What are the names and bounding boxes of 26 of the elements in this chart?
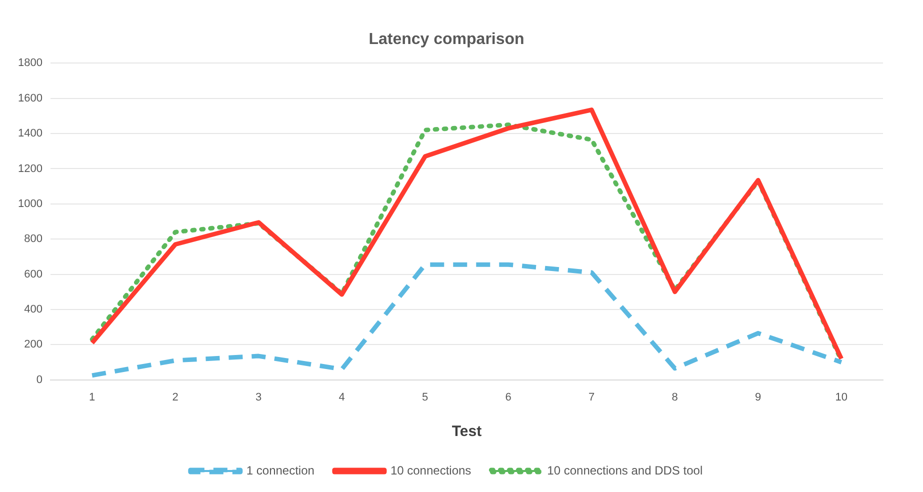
- y-tick-label: 1000: [18, 198, 42, 210]
- y-tick-label: 1600: [18, 92, 42, 104]
- x-tick-label: 9: [755, 391, 762, 404]
- y-tick-label: 1200: [18, 162, 42, 175]
- x-tick-label: 1: [89, 391, 96, 404]
- legend-label: 10 connections: [390, 463, 472, 478]
- y-tick-label: 600: [24, 268, 42, 280]
- y-tick-label: 400: [24, 303, 42, 316]
- legend-label: 1 connection: [246, 463, 314, 478]
- y-tick-label: 200: [24, 338, 42, 351]
- y-tick-label: 800: [24, 233, 42, 246]
- x-tick-label: 5: [422, 391, 428, 404]
- x-tick-label: 10: [835, 391, 848, 404]
- y-tick-label: 0: [36, 374, 42, 386]
- legend-label: 10 connections and DDS tool: [547, 463, 703, 478]
- y-tick-label: 1400: [18, 128, 42, 140]
- x-tick-label: 8: [672, 391, 678, 404]
- y-tick-label: 1800: [18, 57, 42, 70]
- x-tick-label: 6: [505, 391, 512, 404]
- x-tick-label: 7: [588, 391, 595, 404]
- x-tick-label: 3: [256, 391, 262, 404]
- x-tick-label: 2: [172, 391, 178, 404]
- x-axis-title: Test: [452, 423, 482, 440]
- chart-title: Latency comparison: [368, 31, 524, 48]
- line-series: [90, 262, 844, 378]
- x-tick-label: 4: [338, 391, 345, 404]
